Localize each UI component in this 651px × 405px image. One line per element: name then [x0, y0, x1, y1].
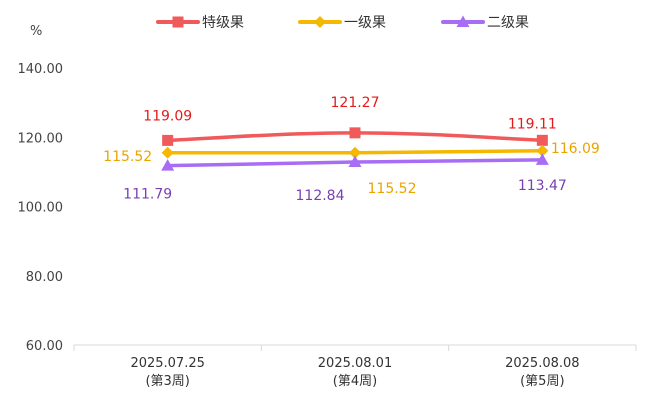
x-tick-label: 2025.08.01	[318, 356, 392, 371]
data-label: 115.52	[103, 149, 152, 165]
legend-label: 特级果	[202, 15, 244, 31]
data-label: 112.84	[296, 188, 345, 204]
y-axis-unit-label: %	[30, 24, 42, 39]
data-point	[162, 134, 174, 146]
x-tick-label: (第4周)	[333, 374, 377, 389]
x-tick-label: 2025.07.25	[130, 356, 204, 371]
data-point	[349, 127, 361, 139]
y-tick-label: 80.00	[26, 270, 63, 285]
legend-marker	[172, 16, 184, 28]
data-point	[161, 146, 174, 159]
legend-marker	[314, 16, 326, 28]
legend-item: 一级果	[298, 15, 386, 31]
legend-item: 二级果	[441, 15, 529, 31]
legend-label: 二级果	[487, 15, 529, 31]
data-label: 116.09	[551, 141, 600, 157]
legend-marker	[456, 15, 470, 27]
data-label: 111.79	[123, 187, 172, 203]
data-point	[161, 159, 175, 171]
x-tick-label: 2025.08.08	[505, 356, 579, 371]
legend: 特级果 一级果 二级果	[156, 15, 529, 31]
data-point	[349, 146, 361, 159]
data-label: 113.47	[518, 178, 567, 194]
x-axis: 2025.07.25 (第3周) 2025.08.01 (第4周) 2025.08.08…	[73, 344, 637, 389]
legend-item: 特级果	[156, 15, 244, 31]
data-point	[536, 144, 549, 157]
data-label: 121.27	[331, 95, 380, 111]
data-label: 119.11	[508, 116, 557, 132]
y-tick-label: 140.00	[18, 62, 64, 77]
data-point	[536, 134, 548, 146]
x-tick-label: (第5周)	[520, 374, 564, 389]
y-tick-label: 60.00	[26, 339, 63, 354]
x-tick-label: (第3周)	[145, 374, 189, 389]
data-label: 115.52	[368, 181, 417, 197]
y-tick-label: 100.00	[18, 201, 64, 216]
y-tick-label: 120.00	[18, 131, 64, 146]
series-markers	[161, 127, 549, 171]
legend-label: 一级果	[344, 15, 386, 31]
y-axis: 60.00 80.00 100.00 120.00 140.00	[18, 62, 64, 354]
data-label: 119.09	[143, 108, 192, 124]
data-point	[348, 155, 362, 168]
data-point	[535, 153, 549, 165]
data-labels: 119.09 121.27 119.11 115.52 115.52 116.09 111.…	[103, 95, 600, 204]
